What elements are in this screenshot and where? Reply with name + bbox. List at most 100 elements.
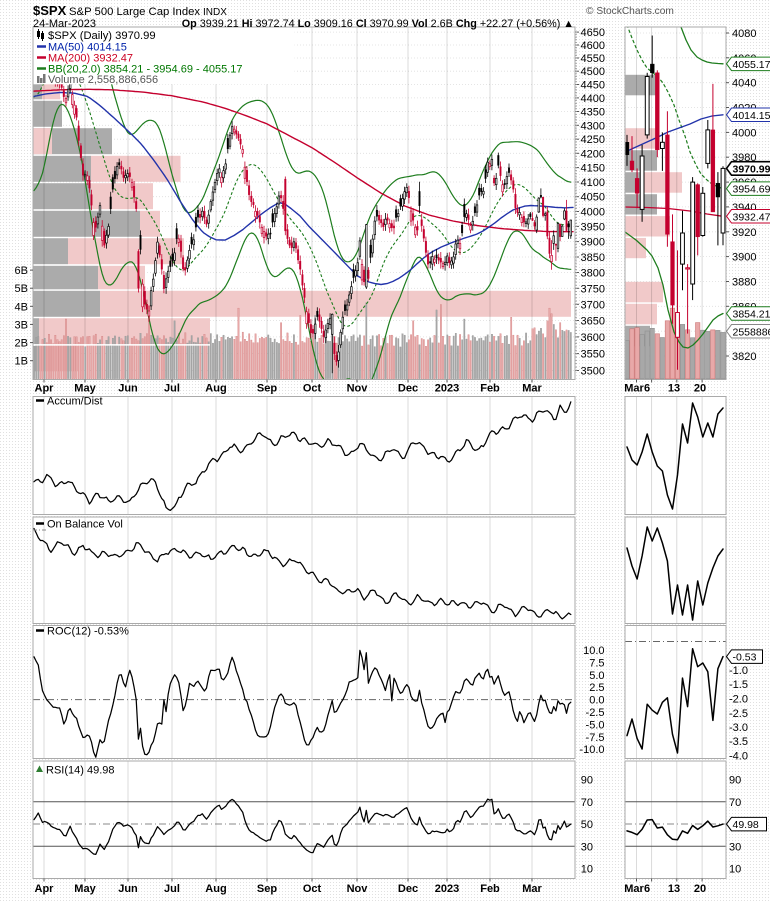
svg-text:49.98: 49.98 xyxy=(733,819,759,831)
svg-text:10: 10 xyxy=(581,864,593,876)
svg-text:-4.0: -4.0 xyxy=(729,751,748,763)
svg-text:3954.69: 3954.69 xyxy=(733,184,770,196)
svg-text:3880: 3880 xyxy=(732,277,756,289)
svg-text:-2.5: -2.5 xyxy=(586,707,605,719)
svg-text:Nov: Nov xyxy=(347,883,369,895)
svg-text:7.5: 7.5 xyxy=(589,657,604,669)
svg-text:4000: 4000 xyxy=(581,207,605,219)
svg-text:24-Mar-2023: 24-Mar-2023 xyxy=(33,18,96,30)
svg-text:1B: 1B xyxy=(15,356,28,368)
svg-text:3932.47: 3932.47 xyxy=(733,211,770,223)
svg-text:On Balance Vol: On Balance Vol xyxy=(47,519,123,531)
svg-text:20: 20 xyxy=(694,383,706,395)
svg-text:2.5: 2.5 xyxy=(589,682,604,694)
svg-text:Op 3939.21 Hi 3972.74 Lo 3909.: Op 3939.21 Hi 3972.74 Lo 3909.16 Cl 3970… xyxy=(182,18,574,30)
svg-text:3900: 3900 xyxy=(581,237,605,249)
svg-text:-10.0: -10.0 xyxy=(579,744,604,756)
svg-text:2023: 2023 xyxy=(435,883,459,895)
svg-text:2558886: 2558886 xyxy=(733,326,770,338)
svg-text:S&P 500 Large Cap Index: S&P 500 Large Cap Index xyxy=(69,6,200,18)
svg-text:4450: 4450 xyxy=(581,80,605,92)
svg-text:4100: 4100 xyxy=(581,177,605,189)
svg-text:ROC(12) -0.53%: ROC(12) -0.53% xyxy=(47,626,129,638)
svg-text:3900: 3900 xyxy=(732,252,756,264)
svg-text:2023: 2023 xyxy=(435,383,459,395)
svg-text:13: 13 xyxy=(668,383,680,395)
svg-text:3800: 3800 xyxy=(581,268,605,280)
svg-text:Feb: Feb xyxy=(480,883,500,895)
svg-text:May: May xyxy=(74,383,96,395)
svg-text:3550: 3550 xyxy=(581,349,605,361)
svg-text:$SPX: $SPX xyxy=(33,3,67,18)
svg-text:4050: 4050 xyxy=(581,192,605,204)
svg-text:4650: 4650 xyxy=(581,27,605,39)
svg-text:INDX: INDX xyxy=(203,7,227,18)
svg-text:-7.5: -7.5 xyxy=(586,732,605,744)
svg-text:4040: 4040 xyxy=(732,78,756,90)
svg-text:4055.17: 4055.17 xyxy=(733,59,770,71)
svg-text:Feb: Feb xyxy=(480,383,500,395)
svg-text:-1.5: -1.5 xyxy=(729,679,748,691)
svg-text:RSI(14) 49.98: RSI(14) 49.98 xyxy=(46,765,114,777)
svg-text:-0.53: -0.53 xyxy=(733,652,757,664)
svg-text:4B: 4B xyxy=(15,301,28,313)
svg-text:3500: 3500 xyxy=(581,366,605,378)
svg-text:3700: 3700 xyxy=(581,299,605,311)
svg-text:4600: 4600 xyxy=(581,40,605,52)
svg-text:30: 30 xyxy=(581,841,593,853)
svg-text:-3.0: -3.0 xyxy=(729,722,748,734)
svg-text:Jun: Jun xyxy=(118,383,138,395)
svg-text:0.0: 0.0 xyxy=(589,695,604,707)
svg-text:Sep: Sep xyxy=(257,883,277,895)
svg-text:-1.0: -1.0 xyxy=(729,665,748,677)
svg-text:4500: 4500 xyxy=(581,66,605,78)
svg-text:$SPX (Daily) 3970.99: $SPX (Daily) 3970.99 xyxy=(48,30,156,42)
svg-text:20: 20 xyxy=(694,883,706,895)
svg-text:Aug: Aug xyxy=(205,383,226,395)
svg-text:-3.5: -3.5 xyxy=(729,736,748,748)
svg-text:© StockCharts.com: © StockCharts.com xyxy=(586,6,674,17)
svg-text:Mar: Mar xyxy=(624,383,644,395)
svg-text:4250: 4250 xyxy=(581,134,605,146)
svg-text:Mar: Mar xyxy=(522,383,542,395)
svg-text:3750: 3750 xyxy=(581,283,605,295)
svg-text:5.0: 5.0 xyxy=(589,670,604,682)
svg-text:4350: 4350 xyxy=(581,107,605,119)
svg-text:Apr: Apr xyxy=(35,383,55,395)
svg-text:4080: 4080 xyxy=(732,28,756,40)
svg-text:70: 70 xyxy=(729,797,741,809)
svg-text:Mar: Mar xyxy=(624,883,644,895)
svg-text:2B: 2B xyxy=(15,338,28,350)
svg-text:4400: 4400 xyxy=(581,93,605,105)
svg-text:90: 90 xyxy=(729,775,741,787)
svg-text:4000: 4000 xyxy=(732,127,756,139)
svg-text:30: 30 xyxy=(729,841,741,853)
svg-text:Aug: Aug xyxy=(205,883,226,895)
svg-text:Jun: Jun xyxy=(118,883,138,895)
svg-text:90: 90 xyxy=(581,775,593,787)
svg-text:-2.0: -2.0 xyxy=(729,694,748,706)
svg-text:3920: 3920 xyxy=(732,227,756,239)
svg-text:6B: 6B xyxy=(15,265,28,277)
svg-text:Mar: Mar xyxy=(522,883,542,895)
svg-text:13: 13 xyxy=(668,883,680,895)
svg-text:Jul: Jul xyxy=(164,383,180,395)
svg-text:5B: 5B xyxy=(15,283,28,295)
svg-text:70: 70 xyxy=(581,797,593,809)
svg-text:Nov: Nov xyxy=(347,383,369,395)
svg-text:4550: 4550 xyxy=(581,53,605,65)
svg-text:3600: 3600 xyxy=(581,332,605,344)
svg-text:May: May xyxy=(74,883,96,895)
svg-text:3854.21: 3854.21 xyxy=(733,309,770,321)
svg-text:Dec: Dec xyxy=(398,883,418,895)
svg-text:6: 6 xyxy=(644,883,650,895)
svg-text:3950: 3950 xyxy=(581,221,605,233)
svg-text:3B: 3B xyxy=(15,319,28,331)
svg-text:Sep: Sep xyxy=(257,383,277,395)
svg-text:4014.15: 4014.15 xyxy=(733,110,770,122)
svg-text:3970.99: 3970.99 xyxy=(733,163,770,175)
svg-text:4150: 4150 xyxy=(581,163,605,175)
svg-text:3820: 3820 xyxy=(732,351,756,363)
svg-text:Volume 2,558,886,656: Volume 2,558,886,656 xyxy=(48,74,158,86)
svg-text:3850: 3850 xyxy=(581,252,605,264)
